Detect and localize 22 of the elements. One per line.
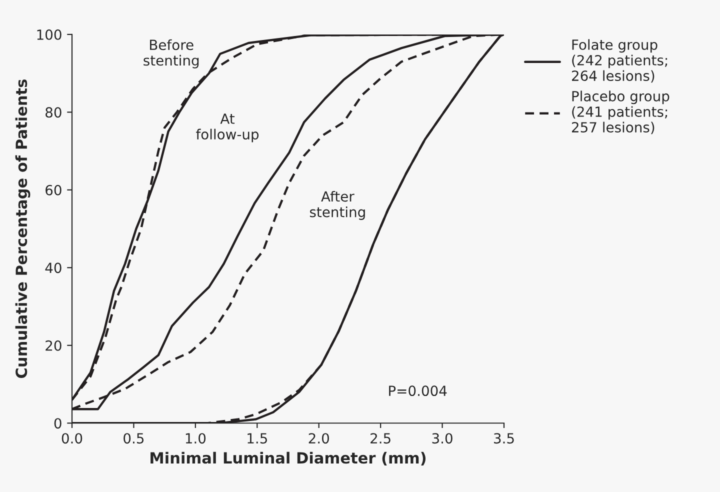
- x-tick-label: 2.5: [370, 433, 390, 444]
- x-axis-title: Minimal Luminal Diameter (mm): [150, 452, 426, 466]
- annotation: Before stenting: [144, 39, 199, 68]
- x-tick-label: 3.0: [432, 433, 452, 444]
- y-tick-label: 60: [46, 184, 62, 196]
- y-tick-label: 20: [46, 340, 62, 351]
- annotation: After stenting: [310, 190, 365, 220]
- x-tick-label: 1.5: [248, 433, 267, 444]
- legend-label: Placebo group (241 patients; 257 lesions): [572, 90, 670, 134]
- annotation: At follow-up: [196, 114, 259, 142]
- y-tick-label: 40: [45, 262, 62, 274]
- y-tick-label: 100: [37, 29, 62, 40]
- y-tick-label: 80: [46, 107, 62, 118]
- x-tick-label: 1.0: [186, 433, 206, 444]
- x-tick-label: 0.5: [124, 433, 144, 444]
- x-tick-label: 3.5: [494, 433, 514, 444]
- y-axis-title: Cumulative Percentage of Patients: [15, 80, 30, 378]
- x-tick-label: 2.0: [308, 433, 329, 444]
- y-tick-label: 0: [54, 418, 62, 429]
- annotation: P=0.004: [389, 386, 447, 396]
- x-tick-label: 0.0: [62, 433, 82, 444]
- legend-label: Folate group (242 patients; 264 lesions): [572, 39, 668, 83]
